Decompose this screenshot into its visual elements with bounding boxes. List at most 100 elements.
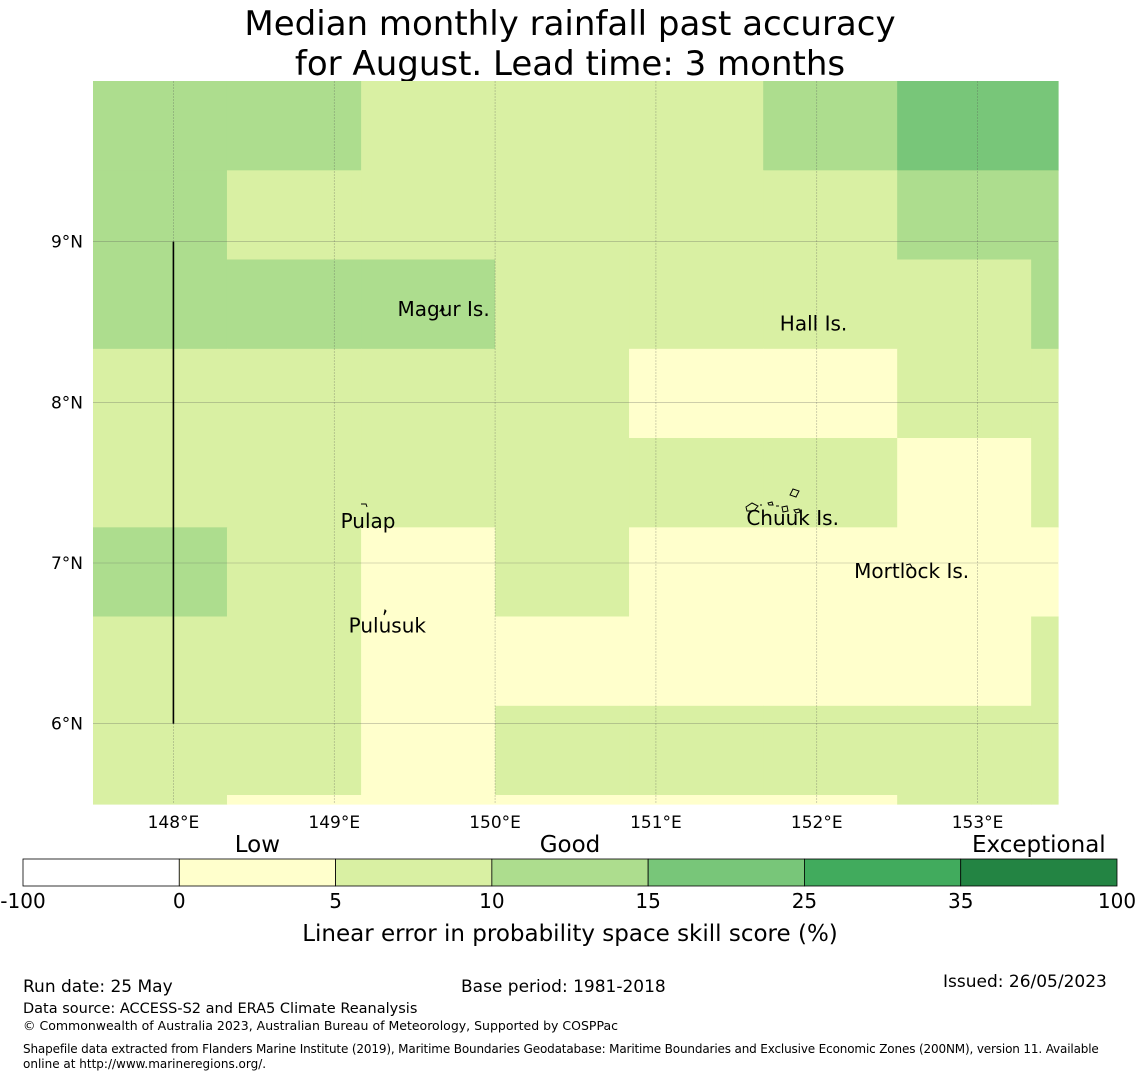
skill-cell	[361, 259, 496, 350]
skill-cell	[1031, 795, 1059, 805]
skill-cell	[495, 527, 630, 618]
skill-cell	[629, 438, 764, 528]
skill-cell	[93, 438, 228, 528]
skill-cell	[763, 81, 898, 171]
skill-cell	[361, 527, 496, 618]
skill-cell	[495, 705, 630, 796]
skill-cell	[763, 348, 898, 439]
place-label: Hall Is.	[780, 312, 847, 336]
skill-cell	[897, 438, 1032, 528]
skill-cell	[495, 616, 630, 707]
copyright-notice: © Commonwealth of Australia 2023, Austra…	[23, 1018, 618, 1033]
skill-cell	[897, 616, 1032, 707]
lon-tick-label: 153°E	[952, 813, 1004, 833]
place-label: Pulusuk	[349, 614, 427, 638]
colorbar-tick-label: 0	[173, 889, 186, 913]
skill-cell	[226, 705, 362, 796]
skill-cell	[629, 616, 764, 707]
colorbar-tick-label: 10	[479, 889, 504, 913]
colorbar-swatch	[335, 858, 493, 887]
shapefile-credit-line2: online at http://www.marineregions.org/.	[23, 1057, 267, 1071]
skill-cell	[93, 81, 228, 171]
chuuk-island-outline	[745, 488, 801, 514]
page-title: Median monthly rainfall past accuracy fo…	[244, 4, 896, 84]
colorbar-tick-label: -100	[0, 889, 45, 913]
skill-cell	[93, 705, 228, 796]
colorbar-swatch	[178, 858, 336, 887]
skill-cell	[763, 527, 898, 618]
skill-cell	[629, 348, 764, 439]
lon-tick-label: 148°E	[148, 813, 200, 833]
lon-tick-label: 151°E	[630, 813, 682, 833]
skill-cell	[897, 527, 1032, 618]
place-label: Chuuk Is.	[746, 506, 839, 530]
skill-cell	[897, 170, 1032, 261]
skill-cell	[1031, 527, 1059, 618]
colorbar-tick-label: 100	[1098, 889, 1136, 913]
skill-cell	[226, 348, 362, 439]
skill-cell	[1031, 705, 1059, 796]
base-period: Base period: 1981-2018	[461, 977, 666, 997]
skill-cell	[1031, 616, 1059, 707]
lat-tick-label: 6°N	[51, 715, 83, 735]
run-date: Run date: 25 May	[23, 977, 173, 997]
skill-cell	[763, 705, 898, 796]
shapefile-credit-line1: Shapefile data extracted from Flanders M…	[23, 1042, 1099, 1056]
skill-cell	[897, 795, 1032, 805]
skill-cell	[361, 438, 496, 528]
skill-cell	[495, 795, 630, 805]
skill-cell	[629, 705, 764, 796]
lat-tick-label: 8°N	[51, 393, 83, 413]
skill-cell	[763, 795, 898, 805]
place-label: Magur Is.	[398, 297, 490, 321]
skill-cell	[361, 348, 496, 439]
skill-cell	[495, 170, 630, 261]
colorbar-swatch	[804, 858, 962, 887]
skill-cell	[495, 348, 630, 439]
skill-cell	[93, 348, 228, 439]
skill-cell	[226, 795, 362, 805]
skill-grid	[93, 81, 1059, 805]
skill-cell	[763, 616, 898, 707]
skill-cell	[93, 259, 228, 350]
skill-cell	[361, 170, 496, 261]
skill-cell	[361, 616, 496, 707]
graticule	[93, 81, 1058, 804]
skill-cell	[226, 170, 362, 261]
skill-cell	[897, 81, 1032, 171]
skill-cell	[226, 259, 362, 350]
colorbar-swatch	[22, 858, 180, 887]
colorbar-swatch	[960, 858, 1118, 887]
lon-tick-label: 152°E	[791, 813, 843, 833]
skill-cell	[495, 81, 630, 171]
skill-cell	[226, 527, 362, 618]
place-label: Pulap	[341, 509, 396, 533]
skill-cell	[495, 259, 630, 350]
skill-cell	[93, 616, 228, 707]
skill-cell	[1031, 438, 1059, 528]
skill-category-label: Low	[235, 832, 280, 858]
colorbar-axis-label: Linear error in probability space skill …	[302, 921, 838, 947]
colorbar-swatch	[491, 858, 649, 887]
pulap-island-outline	[361, 503, 368, 508]
skill-category-label: Exceptional	[972, 832, 1106, 858]
skill-cell	[361, 81, 496, 171]
colorbar-tick-label: 25	[792, 889, 817, 913]
axis-tick-labels: 148°E 149°E 150°E 151°E 152°E 153°E 9°N 8°N 7°N 6…	[51, 233, 1003, 833]
skill-cell	[763, 438, 898, 528]
skill-cell	[629, 527, 764, 618]
skill-cell	[226, 438, 362, 528]
data-source: Data source: ACCESS-S2 and ERA5 Climate …	[23, 1001, 418, 1017]
skill-cell	[629, 170, 764, 261]
issued-date: Issued: 26/05/2023	[943, 972, 1107, 992]
pulusuk-island-outline	[383, 608, 387, 616]
skill-cell	[629, 81, 764, 171]
lat-tick-label: 9°N	[51, 233, 83, 253]
colorbar-swatch	[647, 858, 805, 887]
skill-cell	[1031, 348, 1059, 439]
skill-cell	[226, 81, 362, 171]
skill-category-label: Good	[540, 832, 601, 858]
skill-cell	[1031, 259, 1059, 350]
magur-island-outline	[438, 305, 445, 312]
